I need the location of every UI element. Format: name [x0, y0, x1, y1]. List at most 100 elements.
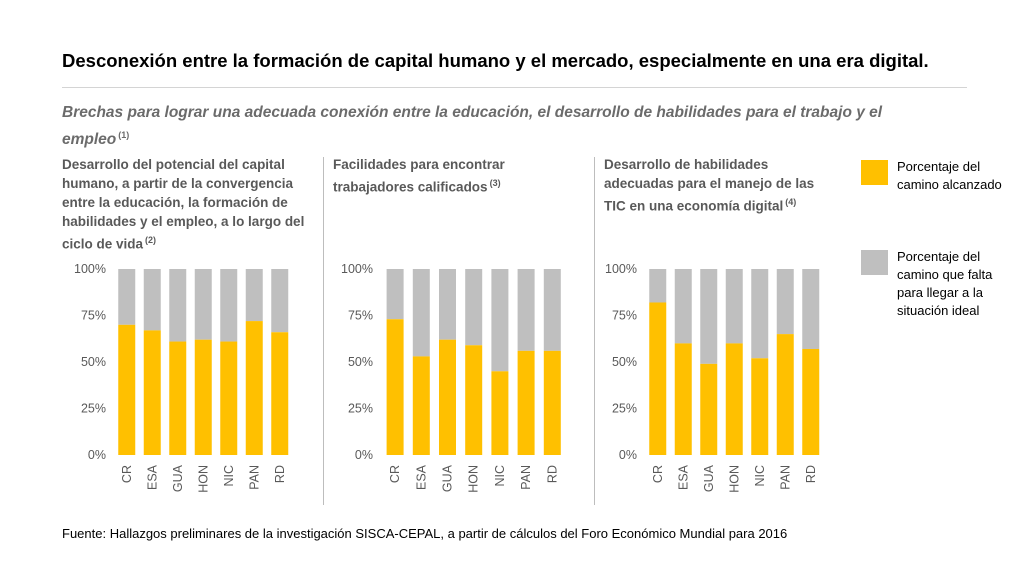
y-tick-label: 0% — [619, 448, 637, 462]
bar-achieved-hon — [194, 339, 212, 455]
bar-remaining-pan — [776, 269, 794, 335]
y-tick-label: 75% — [612, 309, 637, 323]
legend-swatch-falta — [861, 250, 888, 275]
chart-svg: 0% 25% 50% 75% 100% CR ESA GUA HON NIC PAN RD — [74, 262, 289, 493]
x-tick-label-gua: GUA — [171, 464, 185, 492]
page-title: Desconexión entre la formación de capita… — [62, 50, 929, 71]
chart-title-note: (4) — [785, 197, 797, 207]
x-tick-label-nic: NIC — [222, 465, 236, 487]
legend-label: Porcentaje del camino que falta para lle… — [897, 249, 993, 318]
chart-title-note: (2) — [145, 235, 157, 245]
bar-achieved-pan — [776, 334, 794, 455]
bar-remaining-rd — [543, 269, 561, 351]
bar-achieved-cr — [649, 302, 667, 455]
chart-title-note: (3) — [489, 178, 501, 188]
bar-achieved-rd — [802, 348, 820, 455]
chart-title-text: Desarrollo de habilidades adecuadas para… — [604, 157, 815, 214]
panel-divider — [323, 157, 324, 505]
y-tick-label: 50% — [348, 355, 373, 369]
x-tick-label-rd: RD — [804, 465, 818, 483]
x-tick-label-gua: GUA — [441, 464, 455, 492]
bar-remaining-hon — [194, 269, 212, 340]
subtitle-note: (1) — [118, 130, 130, 140]
bar-achieved-hon — [725, 343, 743, 455]
chart-title-text: Facilidades para encontrar trabajadores … — [333, 157, 505, 195]
bar-remaining-hon — [465, 269, 483, 346]
x-tick-label-gua: GUA — [702, 464, 716, 492]
y-tick-label: 0% — [88, 448, 106, 462]
chart-title: Facilidades para encontrar trabajadores … — [333, 155, 585, 197]
bar-remaining-rd — [802, 269, 820, 349]
bar-remaining-esa — [674, 269, 692, 344]
chart-title-text: Desarrollo del potencial del capital hum… — [62, 157, 305, 252]
panel-divider — [594, 157, 595, 505]
bar-remaining-rd — [271, 269, 289, 333]
y-tick-label: 25% — [81, 402, 106, 416]
bar-achieved-rd — [543, 350, 561, 455]
x-tick-label-rd: RD — [545, 465, 559, 483]
bar-achieved-nic — [751, 358, 769, 455]
x-tick-label-pan: PAN — [778, 465, 792, 490]
x-tick-label-pan: PAN — [247, 465, 261, 490]
y-tick-label: 100% — [341, 262, 373, 276]
x-tick-label-cr: CR — [651, 465, 665, 483]
bar-remaining-pan — [517, 269, 535, 351]
chart-svg: 0% 25% 50% 75% 100% CR ESA GUA HON NIC PAN RD — [341, 262, 561, 493]
bar-achieved-gua — [169, 341, 187, 455]
x-tick-label-rd: RD — [273, 465, 287, 483]
bar-remaining-nic — [491, 269, 509, 372]
x-tick-label-esa: ESA — [414, 464, 428, 490]
x-tick-label-cr: CR — [388, 465, 402, 483]
x-tick-label-nic: NIC — [493, 465, 507, 487]
y-tick-label: 75% — [81, 309, 106, 323]
y-tick-label: 25% — [612, 402, 637, 416]
bar-remaining-pan — [245, 269, 263, 322]
bar-achieved-hon — [465, 345, 483, 455]
legend-label: Porcentaje del camino alcanzado — [897, 159, 1002, 192]
chart-title: Desarrollo del potencial del capital hum… — [62, 155, 307, 254]
bar-achieved-gua — [439, 339, 456, 455]
x-tick-label-hon: HON — [196, 465, 210, 493]
chart-svg: 0% 25% 50% 75% 100% CR ESA GUA HON NIC PAN RD — [605, 262, 820, 493]
x-tick-label-cr: CR — [120, 465, 134, 483]
bar-remaining-cr — [386, 269, 404, 320]
x-tick-label-esa: ESA — [145, 464, 159, 490]
chart-title: Desarrollo de habilidades adecuadas para… — [604, 155, 834, 216]
legend-swatch-alcanzado — [861, 160, 888, 185]
y-tick-label: 75% — [348, 309, 373, 323]
subtitle-text: Brechas para lograr una adecuada conexió… — [62, 104, 883, 149]
bar-achieved-cr — [386, 319, 404, 455]
bar-remaining-esa — [412, 269, 430, 357]
bar-achieved-rd — [271, 332, 289, 455]
bar-remaining-esa — [143, 269, 161, 331]
x-tick-label-hon: HON — [727, 465, 741, 493]
page-subtitle: Brechas para lograr una adecuada conexió… — [62, 102, 892, 151]
bar-achieved-pan — [245, 321, 263, 455]
bar-achieved-pan — [517, 350, 535, 455]
bar-remaining-cr — [649, 269, 667, 303]
y-tick-label: 25% — [348, 402, 373, 416]
x-tick-label-pan: PAN — [519, 465, 533, 490]
y-tick-label: 50% — [81, 355, 106, 369]
x-tick-label-hon: HON — [467, 465, 481, 493]
bar-achieved-cr — [118, 324, 136, 455]
bar-remaining-gua — [700, 269, 718, 364]
bar-remaining-hon — [725, 269, 743, 344]
x-tick-label-nic: NIC — [753, 465, 767, 487]
bar-achieved-esa — [412, 356, 430, 455]
y-tick-label: 100% — [74, 262, 106, 276]
y-tick-label: 0% — [355, 448, 373, 462]
bar-remaining-nic — [220, 269, 238, 342]
title-divider — [62, 87, 967, 88]
x-tick-label-esa: ESA — [676, 464, 690, 490]
bar-remaining-cr — [118, 269, 136, 325]
bar-remaining-nic — [751, 269, 769, 359]
bar-remaining-gua — [169, 269, 187, 342]
bar-remaining-gua — [439, 269, 456, 340]
bar-achieved-nic — [220, 341, 238, 455]
bar-achieved-nic — [491, 371, 509, 455]
y-tick-label: 50% — [612, 355, 637, 369]
bar-achieved-gua — [700, 363, 718, 455]
bar-achieved-esa — [674, 343, 692, 455]
source-note: Fuente: Hallazgos preliminares de la inv… — [62, 526, 788, 541]
